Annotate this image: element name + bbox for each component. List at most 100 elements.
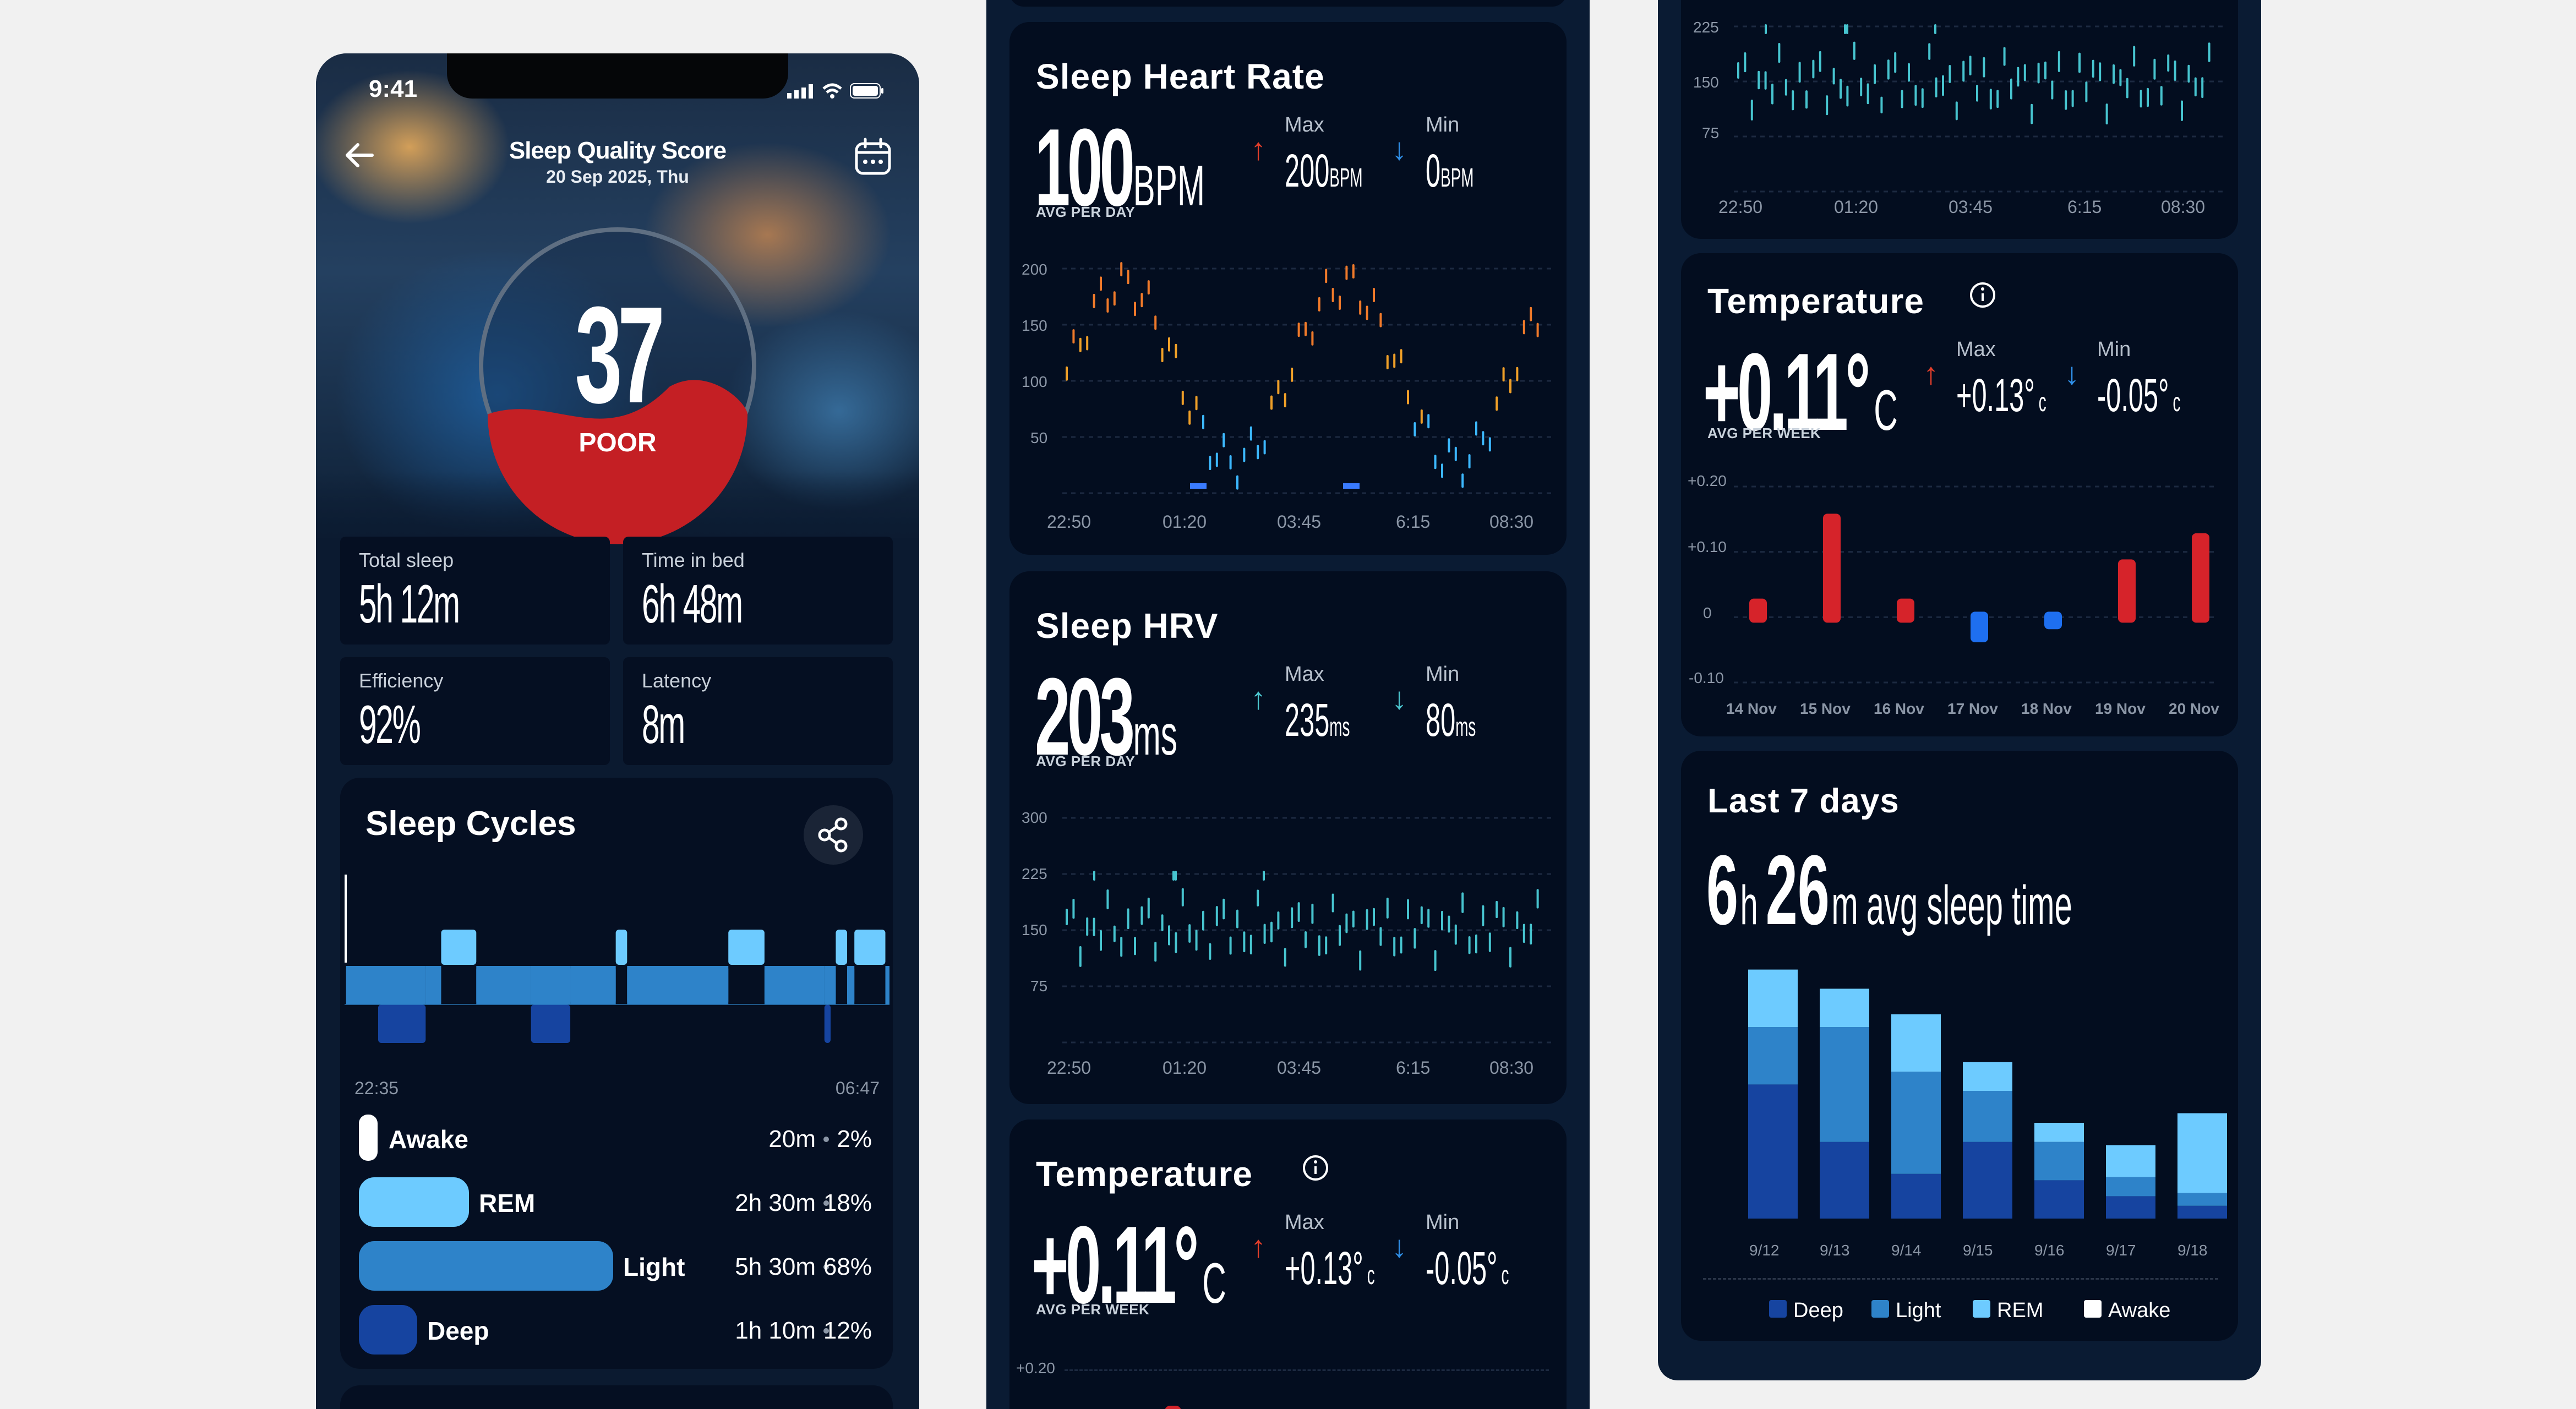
y-tick: 225 <box>1693 19 1719 36</box>
hrv-bar <box>2187 64 2190 83</box>
heart-rate-bar <box>1386 355 1389 370</box>
hrv-bar <box>1921 88 1924 108</box>
calendar-button[interactable] <box>853 137 893 177</box>
y-tick: +0.10 <box>1688 538 1727 555</box>
heart-rate-bar <box>1195 396 1198 411</box>
x-tick: 01:20 <box>1163 512 1207 532</box>
minutes-unit: m <box>1831 875 1858 936</box>
next-card-peek <box>340 1385 893 1409</box>
hrv-bar <box>2023 64 2026 81</box>
sleep-stack-light <box>2177 1193 2227 1206</box>
x-tick: 18 Nov <box>2021 700 2072 717</box>
heart-rate-card: Sleep Heart Rate 100BPM AVG PER DAY ↑ Ma… <box>1009 22 1567 555</box>
hrv-bar <box>1154 942 1157 962</box>
x-tick: 6:15 <box>1396 1058 1431 1078</box>
hrv-bar <box>1901 90 1903 108</box>
info-icon[interactable] <box>1301 1154 1330 1182</box>
back-button[interactable] <box>340 136 379 174</box>
hrv-bar <box>1345 913 1348 933</box>
temperature-bar <box>1823 514 1841 623</box>
last7-title: Last 7 days <box>1707 782 1900 820</box>
y-tick: 0 <box>1703 604 1712 621</box>
hrv-bar <box>1744 52 1747 73</box>
hrv-bar <box>1846 85 1849 107</box>
hrv-bar <box>1840 79 1842 99</box>
hrv-bar <box>2085 81 2088 102</box>
stat-total-sleep: Total sleep 5h 12m <box>340 537 610 645</box>
arrow-left-icon <box>346 143 374 167</box>
hrv-bar <box>1066 908 1068 925</box>
hypnogram-rem <box>615 930 627 965</box>
hrv-bar <box>1737 62 1739 79</box>
heart-rate-bar <box>1441 463 1443 478</box>
hrv-bar <box>1887 59 1890 80</box>
legend-duration: 1h 10m <box>735 1317 816 1344</box>
heart-rate-bar <box>1202 414 1204 429</box>
hrv-bar <box>1093 918 1095 936</box>
sleep-stack-rem <box>2034 1123 2084 1142</box>
heart-rate-min-marker <box>1343 483 1360 489</box>
hypnogram-light-underlay <box>885 966 889 1004</box>
heart-rate-bar <box>1366 305 1368 320</box>
temperature-bar-peek <box>1165 1406 1181 1409</box>
heart-rate-title: Sleep Heart Rate <box>1036 57 1325 96</box>
hypnogram-light-underlay <box>824 966 831 1004</box>
x-tick: 03:45 <box>1277 1058 1322 1078</box>
hrv-bar <box>2057 51 2060 72</box>
share-button[interactable] <box>804 805 863 865</box>
calendar-icon <box>855 138 891 175</box>
min-unit: c <box>2173 388 2181 417</box>
hrv-bar <box>1386 897 1389 919</box>
hrv-avg: 203ms <box>1035 654 1177 780</box>
legend-dot <box>823 1328 829 1334</box>
hypnogram-light-underlay <box>627 966 729 1004</box>
heart-rate-bar <box>1482 431 1485 446</box>
heart-rate-bar <box>1175 343 1177 358</box>
hrv-bar <box>2051 80 2054 100</box>
legend-bar-light <box>359 1241 613 1291</box>
heart-rate-bar <box>1488 437 1491 452</box>
temperature-bar <box>1897 598 1914 623</box>
heart-rate-bar <box>1496 396 1498 411</box>
hypnogram-light-underlay <box>831 966 836 1004</box>
heart-rate-bar <box>1427 414 1430 429</box>
min-unit: c <box>1501 1261 1509 1290</box>
heart-rate-bar <box>1475 421 1477 436</box>
hrv-bar <box>1976 84 1978 102</box>
hrv-bar <box>2099 62 2102 81</box>
battery-icon <box>850 83 884 99</box>
y-tick: -0.10 <box>1689 669 1724 686</box>
avg-unit: ms <box>1133 703 1177 767</box>
arrow-up-icon: ↑ <box>1251 1229 1266 1264</box>
heart-rate-bar <box>1339 296 1341 310</box>
heart-rate-bar <box>1066 366 1068 381</box>
hrv-bar <box>2174 60 2176 81</box>
hrv-bar <box>1373 908 1375 926</box>
heart-rate-bar <box>1106 298 1109 313</box>
hrv-bar <box>1935 77 1938 98</box>
hrv-bar <box>1325 936 1328 955</box>
wifi-icon <box>821 82 843 99</box>
hrv-peak-bar <box>1263 871 1265 881</box>
arrow-down-icon: ↓ <box>2064 356 2080 391</box>
page-title: Sleep Quality Score <box>509 137 727 164</box>
temperature-chart <box>1734 485 2218 684</box>
stat-time-in-bed: Time in bed 6h 48m <box>623 537 893 645</box>
y-tick: 150 <box>1693 74 1719 91</box>
hrv-bar <box>1832 68 1835 85</box>
hypnogram-light-underlay <box>570 966 616 1004</box>
divider <box>1703 1278 2218 1280</box>
legend-name: REM <box>479 1189 536 1217</box>
hrv-bar <box>1792 90 1794 111</box>
hrv-bar <box>1305 931 1307 948</box>
hrv-bar <box>1311 903 1314 924</box>
hrv-bar <box>1983 57 1985 78</box>
sleep-quality-screen: 9:41 Sleep Quality Score 20 Sep 2025, Th… <box>316 53 919 1409</box>
sleep-stack-rem <box>2177 1113 2227 1193</box>
info-icon[interactable] <box>1968 281 1997 309</box>
avg-value: 203 <box>1035 656 1135 778</box>
arrow-up-icon: ↑ <box>1251 681 1266 716</box>
hrv-chart-tail <box>1734 24 2224 193</box>
x-tick: 08:30 <box>2161 197 2206 217</box>
hrv-bar <box>1407 899 1409 920</box>
